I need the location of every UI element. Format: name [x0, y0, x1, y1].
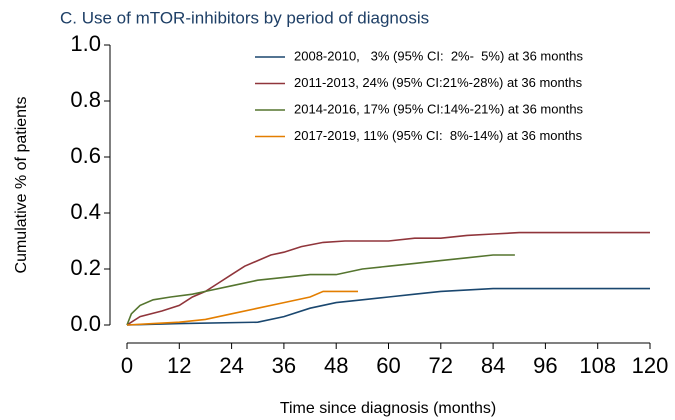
- x-tick-label: 108: [579, 353, 616, 378]
- y-tick-label: 0.0: [70, 311, 101, 336]
- x-tick-label: 48: [324, 353, 348, 378]
- x-tick-label: 60: [376, 353, 400, 378]
- x-tick-label: 120: [632, 353, 669, 378]
- x-tick-label: 36: [272, 353, 296, 378]
- x-axis-title: Time since diagnosis (months): [280, 400, 496, 417]
- legend-label: 2014-2016, 17% (95% CI:14%-21%) at 36 mo…: [294, 101, 584, 116]
- chart-title: C. Use of mTOR-inhibitors by period of d…: [60, 8, 429, 27]
- y-tick-label: 0.6: [70, 143, 101, 168]
- series-line: [126, 254, 515, 326]
- x-tick-label: 24: [219, 353, 243, 378]
- y-tick-label: 0.8: [70, 87, 101, 112]
- x-tick-label: 12: [167, 353, 191, 378]
- x-tick-label: 0: [121, 353, 133, 378]
- y-tick-label: 1.0: [70, 31, 101, 56]
- legend-label: 2017-2019, 11% (95% CI: 8%-14%) at 36 mo…: [294, 128, 583, 143]
- legend-label: 2008-2010, 3% (95% CI: 2%- 5%) at 36 mon…: [294, 48, 584, 63]
- x-tick-label: 72: [429, 353, 453, 378]
- x-tick-label: 96: [533, 353, 557, 378]
- legend-label: 2011-2013, 24% (95% CI:21%-28%) at 36 mo…: [294, 75, 583, 90]
- y-tick-label: 0.4: [70, 199, 101, 224]
- series-line: [126, 231, 650, 326]
- series-line: [126, 287, 650, 326]
- y-axis-title: Cumulative % of patients: [13, 97, 30, 274]
- y-tick-label: 0.2: [70, 255, 101, 280]
- x-tick-label: 84: [481, 353, 505, 378]
- series-line: [126, 290, 358, 326]
